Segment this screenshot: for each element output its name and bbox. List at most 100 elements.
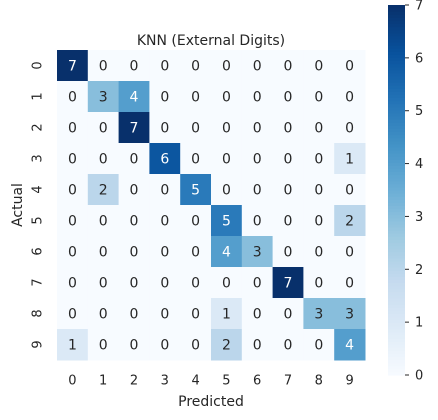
heatmap-cell [334, 50, 366, 82]
colorbar-segment [388, 236, 405, 240]
heatmap-cell [334, 205, 366, 237]
cell-value: 0 [68, 307, 77, 323]
x-tick-label: 5 [222, 374, 230, 389]
cell-value: 7 [68, 59, 77, 75]
cell-value: 0 [222, 59, 231, 75]
cell-value: 1 [222, 307, 231, 323]
cell-value: 0 [284, 338, 293, 354]
colorbar-segment [388, 338, 405, 342]
cell-value: 0 [191, 307, 200, 323]
y-tick-label: 5 [31, 216, 46, 224]
colorbar-segment [388, 273, 405, 277]
cell-value: 0 [160, 307, 169, 323]
colorbar-tick-label: 0 [415, 369, 423, 384]
x-tick-label: 6 [253, 374, 261, 389]
cell-value: 0 [314, 214, 323, 230]
cell-value: 4 [130, 90, 139, 106]
x-tick-label: 2 [130, 374, 138, 389]
colorbar-segment [388, 97, 405, 102]
colorbar-segment [388, 143, 405, 148]
cell-value: 0 [345, 90, 354, 106]
colorbar-segment [388, 260, 405, 265]
heatmap-cell [118, 174, 150, 206]
cell-value: 0 [160, 183, 169, 199]
colorbar-segment [388, 45, 405, 49]
heatmap-cell [272, 267, 304, 299]
cell-value: 0 [130, 183, 139, 199]
y-tick-label: 1 [31, 92, 46, 100]
cell-value: 0 [314, 152, 323, 168]
heatmap-cell [272, 143, 304, 175]
cell-value: 0 [253, 59, 262, 75]
cell-value: 1 [68, 338, 77, 354]
cell-value: 0 [68, 183, 77, 199]
colorbar-segment [388, 29, 405, 34]
heatmap-cell [180, 81, 212, 113]
cell-value: 0 [160, 90, 169, 106]
heatmap-cell [180, 50, 212, 82]
colorbar-segment [388, 322, 405, 327]
colorbar-segment [388, 177, 405, 182]
colorbar-segment [388, 199, 405, 203]
cell-value: 0 [345, 59, 354, 75]
x-tick-label: 3 [161, 374, 169, 389]
colorbar-segment [388, 85, 405, 89]
colorbar-segment [388, 14, 405, 18]
colorbar-segment [388, 125, 405, 129]
colorbar-segment [388, 17, 405, 22]
cell-value: 2 [345, 214, 354, 230]
heatmap-cell [272, 174, 304, 206]
colorbar-segment [388, 180, 405, 185]
cell-value: 3 [99, 90, 108, 106]
heatmap-cell [211, 112, 243, 144]
colorbar-segment [388, 63, 405, 68]
heatmap-cell [57, 81, 89, 113]
colorbar-segment [388, 310, 405, 314]
colorbar-segment [388, 156, 405, 160]
colorbar-segment [388, 328, 405, 333]
colorbar-segment [388, 193, 405, 197]
colorbar-segment [388, 217, 405, 222]
heatmap-cell [87, 81, 120, 113]
heatmap-cell [272, 329, 304, 361]
heatmap-cell [57, 174, 89, 206]
cell-value: 0 [284, 90, 293, 106]
colorbar-segment [388, 75, 405, 80]
cell-value: 0 [345, 183, 354, 199]
cell-value: 0 [314, 183, 323, 199]
cell-value: 0 [314, 90, 323, 106]
colorbar-segment [388, 119, 405, 123]
heatmap-cell [149, 81, 181, 113]
colorbar-segment [388, 38, 405, 43]
colorbar-tick-label: 1 [415, 316, 423, 331]
colorbar-segment [388, 294, 405, 299]
cell-value: 0 [130, 307, 139, 323]
heatmap-cell [211, 236, 243, 268]
cell-value: 0 [130, 338, 139, 354]
cell-value: 0 [160, 121, 169, 137]
colorbar-segment [388, 20, 405, 25]
colorbar-tick-label: 3 [415, 210, 423, 225]
colorbar-segment [388, 301, 405, 305]
cell-value: 0 [130, 214, 139, 230]
heatmap-cell [211, 143, 243, 175]
cell-value: 0 [68, 90, 77, 106]
colorbar-segment [388, 316, 405, 321]
heatmap-cell [241, 267, 274, 299]
colorbar-tick-label: 7 [415, 0, 423, 14]
colorbar-tick-label: 2 [415, 263, 423, 278]
heatmap-cell [303, 50, 335, 82]
heatmap-cell [334, 143, 366, 175]
x-tick-label: 0 [68, 374, 76, 389]
heatmap-cell [57, 205, 89, 237]
colorbar-segment [388, 149, 405, 154]
colorbar-segment [388, 362, 405, 367]
colorbar-segment [388, 319, 405, 324]
colorbar-segment [388, 72, 405, 77]
cell-value: 0 [284, 245, 293, 261]
colorbar-segment [388, 137, 405, 142]
heatmap-cell [118, 267, 150, 299]
colorbar-segment [388, 183, 405, 188]
heatmap-cell [211, 329, 243, 361]
cell-value: 0 [160, 59, 169, 75]
